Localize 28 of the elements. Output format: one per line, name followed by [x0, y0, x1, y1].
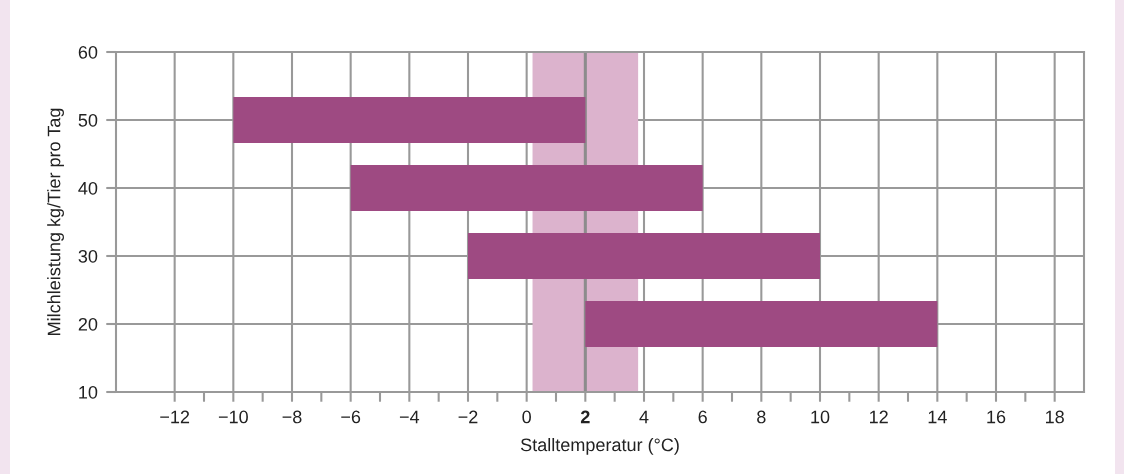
- y-tick-label: 30: [78, 249, 98, 263]
- bar: [350, 164, 703, 212]
- x-tick-label: 18: [1046, 410, 1064, 424]
- x-tick-label: 14: [928, 410, 947, 424]
- x-tick-label: 6: [698, 410, 707, 424]
- x-tick-label: −2: [458, 410, 478, 424]
- y-tick-label: 50: [78, 113, 98, 127]
- x-tick-label: 4: [639, 410, 649, 424]
- y-tick-label: 10: [79, 385, 98, 399]
- y-tick-label: 40: [78, 181, 98, 195]
- bar: [233, 96, 586, 144]
- bar: [468, 232, 820, 280]
- x-tick-label: 10: [811, 410, 830, 424]
- y-tick-label: 60: [78, 45, 98, 59]
- bar: [585, 300, 938, 348]
- x-tick-label: 8: [757, 410, 766, 424]
- x-tick-label: −6: [341, 410, 361, 424]
- x-tick-label: 2: [580, 410, 590, 424]
- x-tick-label: 12: [870, 410, 888, 424]
- x-tick-label: −10: [218, 410, 248, 424]
- x-axis-title: Stalltemperatur (°C): [520, 438, 679, 455]
- x-tick-label: −4: [399, 410, 420, 424]
- x-tick-label: −8: [282, 410, 302, 424]
- x-tick-label: 0: [522, 410, 531, 424]
- x-tick-label: −12: [160, 410, 190, 424]
- y-tick-label: 20: [78, 317, 98, 331]
- x-tick-label: 16: [987, 410, 1006, 424]
- y-axis-title: Milchleistung kg/Tier pro Tag: [47, 108, 64, 335]
